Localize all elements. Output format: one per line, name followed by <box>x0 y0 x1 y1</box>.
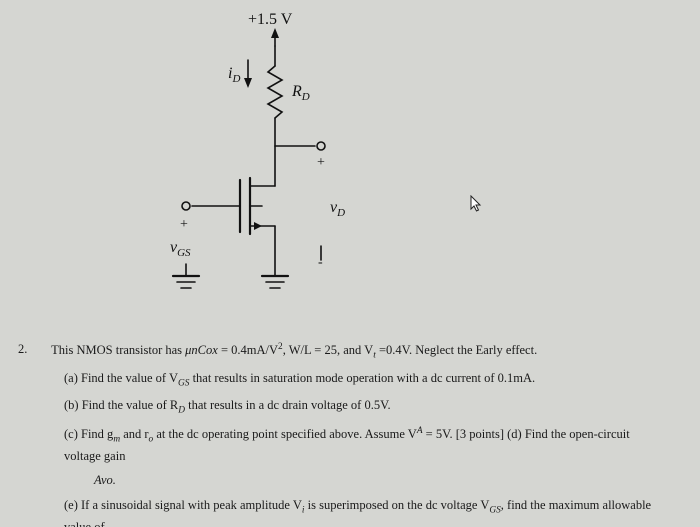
svg-text:+: + <box>180 217 188 232</box>
supply-label: +1.5 V <box>248 11 293 28</box>
svg-text:+: + <box>317 155 325 170</box>
avo: Avo. <box>94 473 116 487</box>
txt: is superimposed on the dc voltage V <box>305 498 490 512</box>
page: +1.5 V iD RD + <box>0 0 700 527</box>
stem: This NMOS transistor has μnCox = 0.4mA/V… <box>51 340 671 363</box>
txt: , W/L = 25, and V <box>283 343 374 357</box>
part-b: (b) Find the value of RD that results in… <box>64 396 664 418</box>
stem-row: 2. This NMOS transistor has μnCox = 0.4m… <box>18 340 686 363</box>
part-e: (e) If a sinusoidal signal with peak amp… <box>64 496 664 527</box>
txt: (a) Find the value of V <box>64 371 178 385</box>
txt: (b) Find the value of R <box>64 398 178 412</box>
part-c: (c) Find gm and ro at the dc operating p… <box>64 424 664 465</box>
txt: that results in a dc drain voltage of 0.… <box>185 398 391 412</box>
txt: at the dc operating point specified abov… <box>153 427 417 441</box>
txt: = 0.4mA/V <box>218 343 278 357</box>
problem-text: 2. This NMOS transistor has μnCox = 0.4m… <box>18 340 686 527</box>
txt: and r <box>120 427 148 441</box>
sub: GS <box>489 506 500 516</box>
txt: This NMOS transistor has <box>51 343 185 357</box>
part-a: (a) Find the value of VGS that results i… <box>64 369 664 391</box>
txt: (e) If a sinusoidal signal with peak amp… <box>64 498 302 512</box>
txt: that results in saturation mode operatio… <box>189 371 535 385</box>
svg-text:vD: vD <box>330 199 345 219</box>
circuit-diagram: +1.5 V iD RD + <box>140 8 500 328</box>
question-number: 2. <box>18 340 48 359</box>
svg-text:RD: RD <box>291 83 310 103</box>
sub: GS <box>178 378 189 388</box>
svg-text:vGS: vGS <box>170 239 191 259</box>
svg-text:iD: iD <box>228 65 240 85</box>
sub: D <box>178 406 185 416</box>
muncox: μnCox <box>185 343 218 357</box>
schematic-svg: +1.5 V iD RD + <box>140 8 500 328</box>
txt: (c) Find g <box>64 427 113 441</box>
svg-text:-: - <box>318 255 323 270</box>
part-c-line2: Avo. <box>94 471 654 490</box>
cursor-icon <box>470 195 484 218</box>
txt: =0.4V. Neglect the Early effect. <box>376 343 537 357</box>
